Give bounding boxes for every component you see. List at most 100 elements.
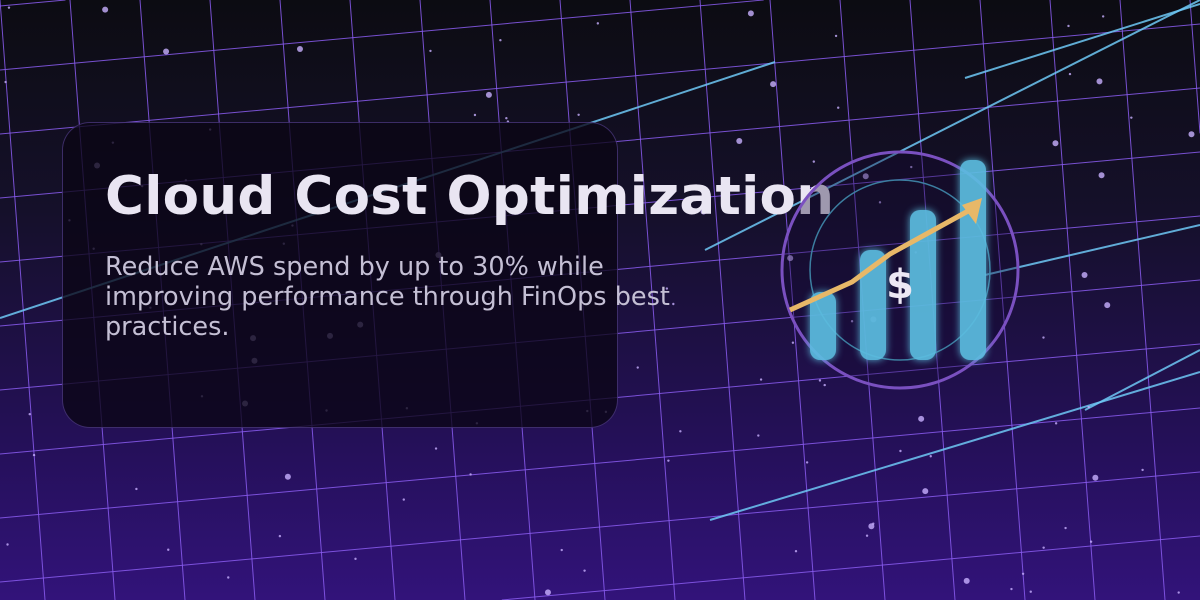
star: [805, 461, 809, 464]
trend-arrow-head-icon: [962, 198, 982, 224]
star: [668, 210, 672, 214]
star: [899, 449, 902, 453]
star: [823, 383, 826, 387]
star: [791, 341, 795, 344]
star: [284, 473, 291, 480]
light-streak: [709, 371, 1200, 521]
star: [1021, 572, 1025, 575]
star: [1089, 540, 1093, 543]
star: [736, 137, 743, 144]
star: [1029, 590, 1032, 593]
star: [918, 415, 925, 422]
star: [1188, 131, 1195, 138]
star: [505, 117, 508, 120]
star: [1010, 587, 1013, 591]
star: [929, 455, 932, 458]
grid-line: [1189, 0, 1200, 134]
star: [499, 39, 502, 42]
star: [1096, 78, 1103, 85]
star: [28, 412, 31, 416]
star: [583, 569, 586, 572]
star: [7, 6, 11, 9]
star: [4, 80, 7, 84]
star: [1141, 468, 1144, 472]
star: [596, 22, 600, 25]
star: [667, 459, 670, 462]
star: [770, 81, 777, 88]
star: [1092, 474, 1099, 481]
star: [102, 6, 109, 13]
hero-subtitle: Reduce AWS spend by up to 30% while impr…: [105, 252, 670, 342]
star: [1052, 140, 1059, 147]
star: [1087, 405, 1090, 409]
star: [354, 557, 357, 561]
grid-line: [0, 23, 1200, 135]
star: [963, 577, 970, 584]
star: [1098, 172, 1105, 179]
hero-card: [62, 122, 618, 428]
bar-2: [860, 250, 886, 360]
star: [402, 498, 405, 501]
star: [812, 160, 816, 163]
star: [862, 173, 869, 180]
grid-line: [1119, 0, 1166, 600]
grid-line: [699, 0, 746, 600]
star: [636, 366, 639, 369]
star: [469, 473, 472, 476]
star: [672, 302, 675, 306]
trend-arrow-line: [788, 207, 972, 313]
star: [759, 378, 763, 381]
bar-3: [910, 210, 936, 360]
grid-line: [979, 0, 1026, 600]
star: [834, 34, 838, 38]
star: [665, 287, 669, 290]
star: [32, 453, 36, 457]
star: [747, 10, 754, 17]
star: [700, 208, 707, 215]
star: [865, 534, 869, 537]
grid-line: [501, 535, 1200, 600]
grid-line: [1049, 0, 1096, 600]
star: [1042, 546, 1045, 549]
grid-line: [0, 407, 1200, 519]
star: [868, 523, 875, 530]
outer-ring: [780, 150, 1020, 390]
star: [757, 434, 760, 437]
star: [560, 548, 563, 552]
light-streak: [984, 224, 1200, 276]
light-streak: [1084, 349, 1200, 411]
star: [1177, 591, 1180, 594]
star: [296, 46, 303, 53]
star: [1081, 272, 1088, 279]
bar-4: [960, 160, 986, 360]
star: [679, 430, 682, 433]
star: [544, 589, 551, 596]
grid-line: [629, 0, 676, 600]
star: [1130, 116, 1133, 119]
star: [837, 106, 840, 109]
star: [429, 49, 432, 53]
star: [167, 548, 170, 551]
star: [577, 113, 580, 116]
star: [473, 113, 477, 117]
hero-title: Cloud Cost Optimization: [105, 166, 835, 227]
star: [434, 447, 438, 450]
grid-line: [769, 0, 816, 600]
star: [1104, 302, 1111, 309]
light-streak: [964, 3, 1200, 79]
grid-line: [0, 0, 764, 71]
star: [794, 550, 798, 553]
star: [1067, 24, 1070, 28]
star: [1042, 336, 1045, 339]
star: [485, 91, 492, 98]
star: [1101, 15, 1105, 18]
star: [6, 543, 9, 546]
star: [1064, 526, 1067, 530]
grid-line: [0, 0, 46, 600]
star: [878, 201, 882, 204]
star: [787, 255, 794, 262]
star: [922, 488, 929, 495]
inner-ring: [809, 179, 991, 361]
dollar-icon: $: [886, 262, 914, 308]
